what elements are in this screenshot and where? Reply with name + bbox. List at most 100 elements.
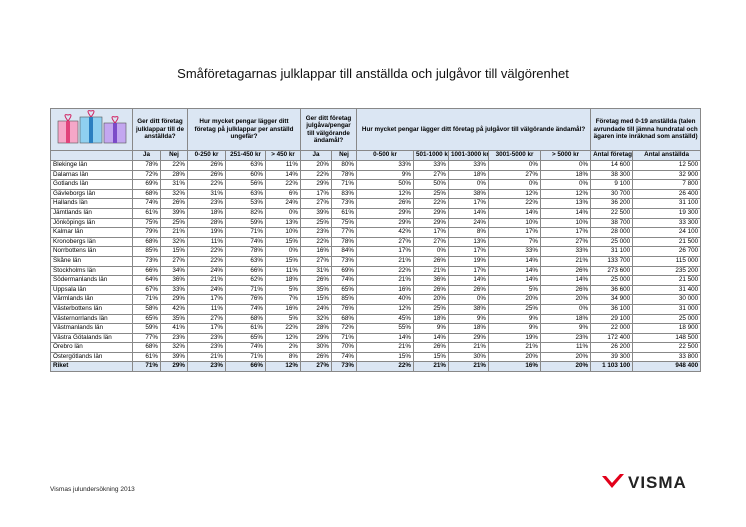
- value-cell: 27%: [187, 313, 226, 325]
- value-cell: 235 200: [632, 265, 702, 277]
- value-cell: 24%: [264, 198, 302, 209]
- value-cell: 32 900: [632, 169, 702, 181]
- value-cell: 29%: [413, 217, 450, 229]
- value-cell: 29%: [356, 217, 415, 229]
- value-cell: 39%: [160, 207, 188, 219]
- value-cell: 21%: [356, 275, 415, 286]
- subheader: 251-450 kr: [225, 150, 266, 161]
- subheader: Nej: [160, 150, 188, 161]
- value-cell: 29%: [300, 179, 333, 190]
- value-cell: 71%: [132, 361, 161, 373]
- value-cell: 20%: [488, 351, 542, 363]
- value-cell: 77%: [331, 227, 358, 238]
- row: Blekinge län 78% 22% 26% 63% 11% 20% 80% 33% 33% 3…: [50, 160, 702, 171]
- value-cell: 79%: [132, 227, 161, 238]
- value-cell: 22%: [187, 255, 226, 267]
- value-cell: 26%: [540, 284, 592, 296]
- group-header: Företag med 0-19 anställda (talen avrund…: [590, 108, 702, 151]
- value-cell: 74%: [225, 236, 266, 248]
- value-cell: 15%: [413, 351, 450, 363]
- subheader: Antal företag: [590, 150, 634, 161]
- value-cell: 23%: [187, 361, 226, 373]
- region-cell: Västernorrlands län: [50, 313, 133, 325]
- group-header: Ger ditt företag julgåva/pengar till väl…: [300, 108, 358, 151]
- value-cell: 73%: [331, 255, 358, 267]
- region-cell: Västerbottens län: [50, 303, 133, 315]
- subheader: 3001-5000 kr: [488, 150, 542, 161]
- value-cell: 26 700: [632, 246, 702, 257]
- value-cell: 9%: [540, 323, 592, 334]
- value-cell: 14 600: [590, 160, 634, 171]
- value-cell: 39 300: [590, 351, 634, 363]
- value-cell: 21%: [488, 342, 542, 353]
- value-cell: 15%: [300, 294, 333, 305]
- subheader: Nej: [331, 150, 358, 161]
- value-cell: 65%: [132, 313, 161, 325]
- value-cell: 65%: [225, 332, 266, 344]
- value-cell: 30%: [300, 342, 333, 353]
- value-cell: 29%: [300, 332, 333, 344]
- value-cell: 78%: [225, 246, 266, 257]
- value-cell: 42%: [160, 303, 188, 315]
- value-cell: 76%: [225, 294, 266, 305]
- value-cell: 16%: [264, 303, 302, 315]
- value-cell: 22 500: [632, 342, 702, 353]
- value-cell: 31 100: [590, 246, 634, 257]
- value-cell: 12%: [540, 188, 592, 200]
- value-cell: 16%: [300, 246, 333, 257]
- value-cell: 5%: [264, 284, 302, 296]
- value-cell: 12%: [488, 188, 542, 200]
- value-cell: 73%: [132, 255, 161, 267]
- subheader: Ja: [300, 150, 333, 161]
- value-cell: 22%: [187, 246, 226, 257]
- value-cell: 20%: [413, 294, 450, 305]
- value-cell: 36%: [160, 275, 188, 286]
- value-cell: 21%: [413, 265, 450, 277]
- value-cell: 13%: [448, 236, 490, 248]
- value-cell: 6%: [264, 188, 302, 200]
- subheader: Antal anställda: [632, 150, 702, 161]
- value-cell: 22%: [413, 198, 450, 209]
- value-cell: 68%: [331, 313, 358, 325]
- value-cell: 36 200: [590, 198, 634, 209]
- value-cell: 30 700: [590, 188, 634, 200]
- value-cell: 21 500: [632, 236, 702, 248]
- row: Södermanlands län 64% 36% 21% 62% 18% 26% 74% 21…: [50, 275, 702, 286]
- value-cell: 2%: [264, 342, 302, 353]
- value-cell: 66%: [225, 265, 266, 277]
- value-cell: 27%: [300, 361, 333, 373]
- value-cell: 27%: [540, 236, 592, 248]
- row: Dalarnas län 72% 28% 26% 60% 14% 22% 78% 9% 27% 18…: [50, 169, 702, 181]
- logo-text: VISMA: [628, 473, 687, 492]
- value-cell: 28%: [160, 169, 188, 181]
- value-cell: 12%: [356, 188, 415, 200]
- value-cell: 82%: [225, 207, 266, 219]
- subheader-cell: [50, 150, 133, 161]
- value-cell: 69%: [132, 179, 161, 190]
- value-cell: 23%: [540, 332, 592, 344]
- value-cell: 22%: [300, 236, 333, 248]
- value-cell: 25 000: [590, 275, 634, 286]
- value-cell: 17%: [448, 246, 490, 257]
- row: Östergötlands län 61% 39% 21% 71% 8% 26% 74% 15%…: [50, 351, 702, 363]
- value-cell: 74%: [225, 342, 266, 353]
- value-cell: 50%: [413, 179, 450, 190]
- value-cell: 10%: [264, 227, 302, 238]
- value-cell: 11%: [540, 342, 592, 353]
- value-cell: 5%: [488, 284, 542, 296]
- value-cell: 8%: [448, 227, 490, 238]
- row: Västernorrlands län 65% 35% 27% 68% 5% 32% 68% 4…: [50, 313, 702, 325]
- value-cell: 21%: [448, 361, 490, 373]
- value-cell: 22 500: [590, 207, 634, 219]
- value-cell: 9 100: [590, 179, 634, 190]
- value-cell: 31 100: [632, 198, 702, 209]
- value-cell: 74%: [225, 303, 266, 315]
- value-cell: 26%: [413, 255, 450, 267]
- region-cell: Västmanlands län: [50, 323, 133, 334]
- region-cell: Södermanlands län: [50, 275, 133, 286]
- value-cell: 20%: [540, 294, 592, 305]
- region-cell: Uppsala län: [50, 284, 133, 296]
- value-cell: 85%: [132, 246, 161, 257]
- value-cell: 14%: [448, 207, 490, 219]
- value-cell: 11%: [264, 265, 302, 277]
